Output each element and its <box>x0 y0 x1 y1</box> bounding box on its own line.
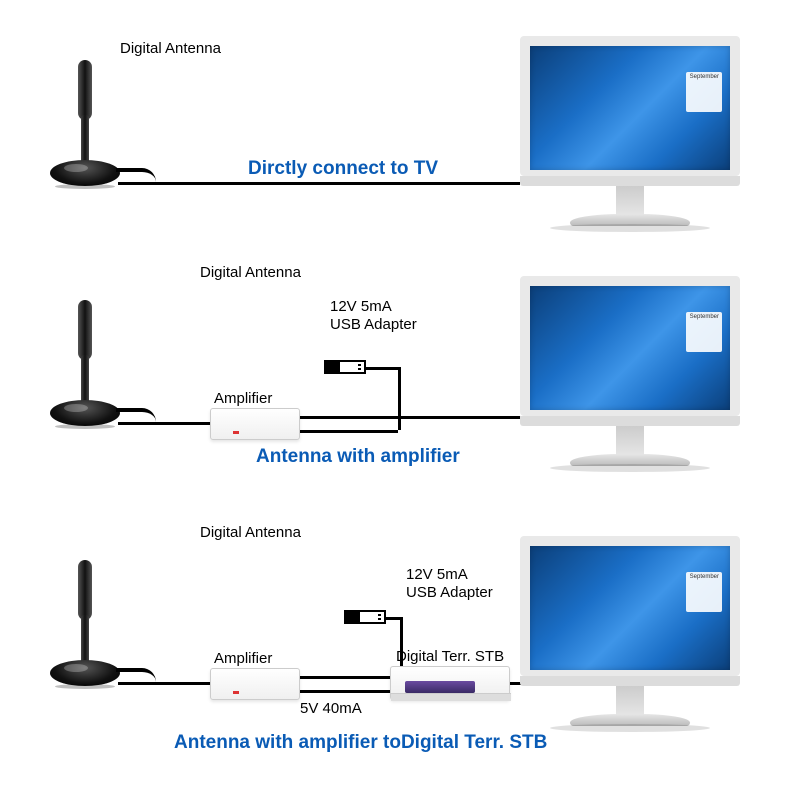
cable-antenna-to-amp <box>118 422 210 425</box>
usb-adapter-label-1: 12V 5mA <box>330 298 392 315</box>
caption-direct: Dirctly connect to TV <box>248 158 438 180</box>
scenario-amplifier: Digital Antenna Amplifier 12V 5mA USB Ad… <box>0 260 800 500</box>
usb-adapter-label-1: 12V 5mA <box>406 566 468 583</box>
usb-adapter-label-2: USB Adapter <box>330 316 417 333</box>
power-label: 5V 40mA <box>300 700 362 717</box>
cable-antenna-to-tv <box>118 182 520 185</box>
amplifier-label: Amplifier <box>214 650 272 667</box>
cable-amp-to-tv <box>300 416 520 419</box>
cable-amp-to-stb-2 <box>300 690 390 693</box>
antenna-label: Digital Antenna <box>120 40 221 57</box>
scenario-direct: Digital Antenna Dirctly connect to TV <box>0 20 800 240</box>
antenna-label: Digital Antenna <box>200 524 301 541</box>
scenario-stb: Digital Antenna Amplifier 12V 5mA USB Ad… <box>0 520 800 780</box>
usb-adapter-label-2: USB Adapter <box>406 584 493 601</box>
antenna-label: Digital Antenna <box>200 264 301 281</box>
cable-amp-to-stb-1 <box>300 676 390 679</box>
stb-icon <box>390 666 510 700</box>
cable-usb-v <box>398 367 401 430</box>
caption-amplifier: Antenna with amplifier <box>256 446 460 468</box>
usb-plug-icon <box>358 610 386 624</box>
cable-usb-h <box>364 367 398 370</box>
cable-antenna-to-amp <box>118 682 210 685</box>
amplifier-icon <box>210 668 300 700</box>
amplifier-icon <box>210 408 300 440</box>
usb-plug-icon <box>338 360 366 374</box>
cable-usb-h <box>384 617 400 620</box>
amplifier-label: Amplifier <box>214 390 272 407</box>
stb-label: Digital Terr. STB <box>396 648 504 665</box>
cable-amp-stub <box>300 430 398 433</box>
caption-stb: Antenna with amplifier toDigital Terr. S… <box>174 732 547 754</box>
